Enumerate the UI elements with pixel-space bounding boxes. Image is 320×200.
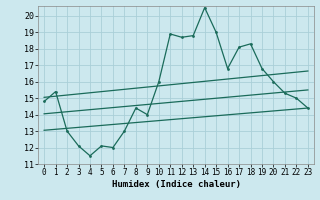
X-axis label: Humidex (Indice chaleur): Humidex (Indice chaleur) <box>111 180 241 189</box>
